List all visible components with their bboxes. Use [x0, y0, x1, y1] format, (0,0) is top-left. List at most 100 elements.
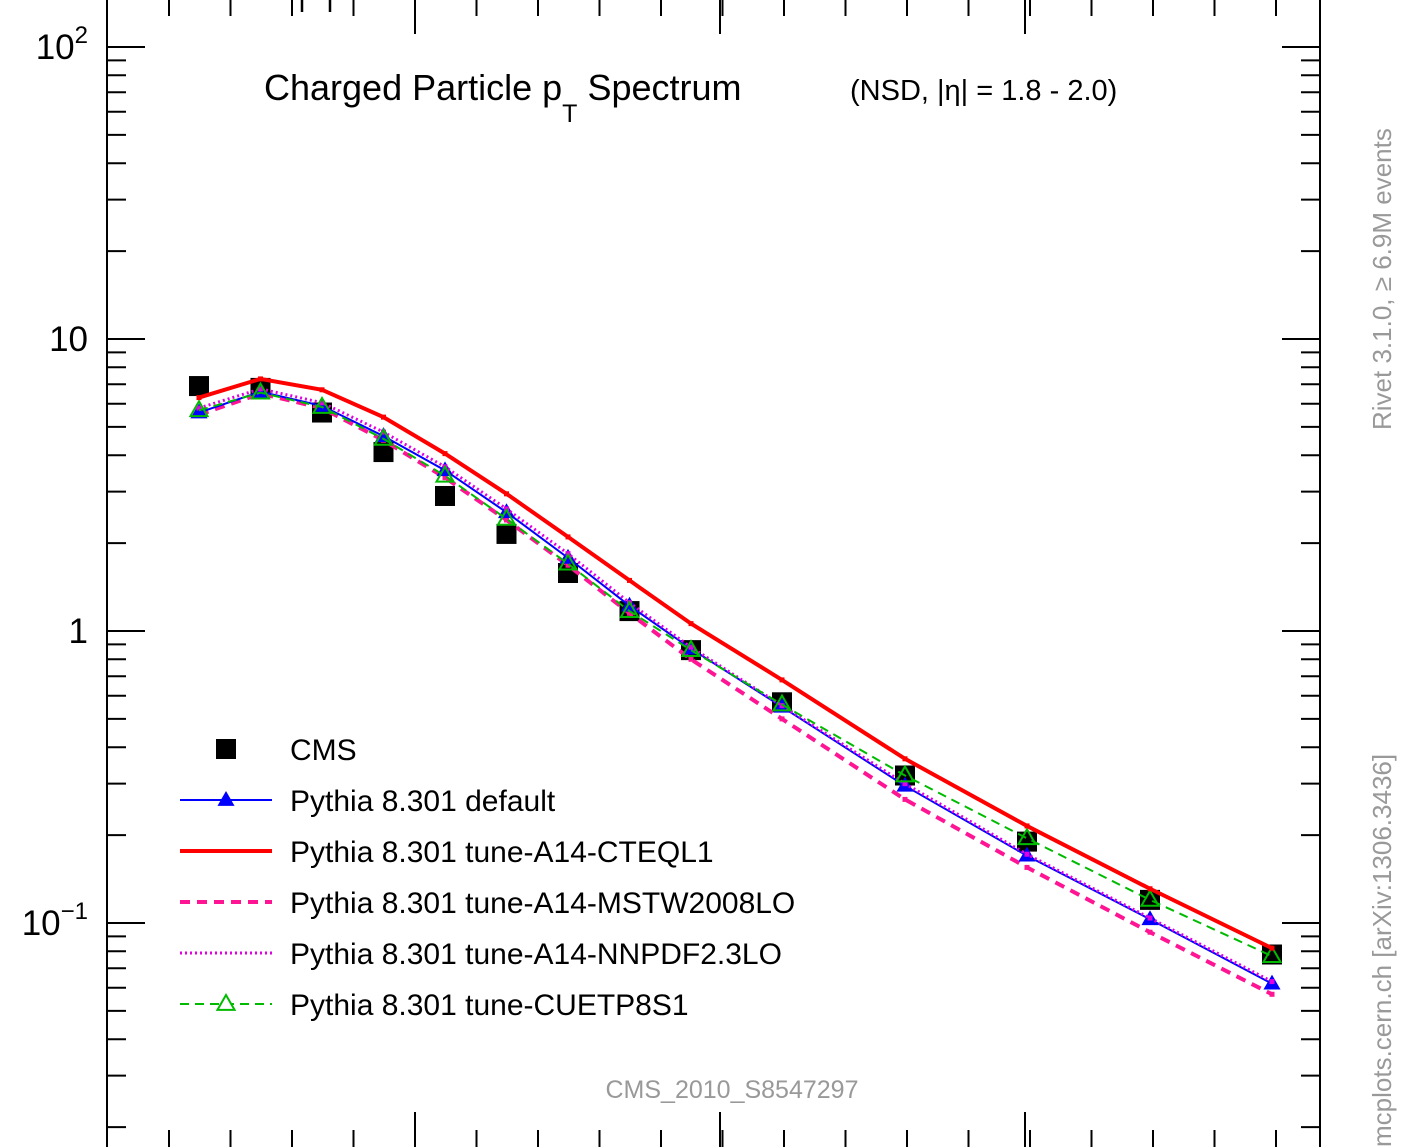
y-tick-label: 1 — [69, 612, 88, 651]
top-clipped-label-fragment — [300, 0, 332, 12]
side-label-top: Rivet 3.1.0, ≥ 6.9M events — [1367, 128, 1397, 430]
series-line-cteq — [198, 376, 1273, 950]
y-tick-label-base: 10 — [36, 28, 75, 67]
series-point-cteq — [1269, 945, 1275, 951]
series-point-cuetp — [434, 464, 456, 483]
series-point-cuetp — [771, 693, 793, 712]
watermark-label: CMS_2010_S8547297 — [606, 1076, 859, 1104]
series-point-mstw — [902, 796, 908, 802]
series-layer — [188, 376, 1283, 997]
series-point-mstw — [1147, 929, 1153, 935]
legend: CMS Pythia 8.301 default Pythia 8.301 tune… — [180, 734, 795, 1022]
series-point-cteq — [319, 387, 325, 393]
y-tick-label-base: 10 — [22, 904, 61, 943]
legend-label: Pythia 8.301 default — [290, 785, 556, 818]
side-label-bottom: mcplots.cern.ch [arXiv:1306.3436] — [1367, 754, 1397, 1147]
series-point-default — [190, 403, 208, 419]
cms-data-point — [373, 442, 394, 463]
legend-item-mstw: Pythia 8.301 tune-A14-MSTW2008LO — [180, 887, 795, 920]
series-point-cteq — [258, 376, 263, 382]
legend-label: Pythia 8.301 tune-A14-NNPDF2.3LO — [290, 938, 782, 971]
series-cuetp — [188, 381, 1283, 963]
series-point-cuetp — [557, 552, 579, 571]
series-point-cuetp — [619, 600, 640, 618]
cms-data-point — [496, 523, 517, 544]
series-line-cuetp — [198, 391, 1273, 958]
series-point-nnpdf — [381, 429, 386, 435]
series-point-cuetp — [188, 399, 210, 418]
series-point-cuetp — [1261, 945, 1283, 963]
series-point-cteq — [779, 677, 785, 683]
series-point-mstw — [565, 562, 571, 568]
series-point-nnpdf — [319, 400, 325, 406]
series-point-cteq — [196, 395, 202, 401]
series-point-mstw — [688, 656, 694, 662]
y-tick-label: 10 — [49, 320, 88, 359]
cms-data-point — [1262, 944, 1282, 965]
chart-title-note: (NSD, |η| = 1.8 - 2.0) — [850, 75, 1117, 107]
series-point-cuetp — [250, 381, 271, 400]
cms-data-point — [435, 485, 455, 506]
series-point-cuetp — [496, 507, 517, 526]
cms-data-point — [189, 376, 209, 397]
series-point-cteq — [627, 577, 632, 583]
y-tick-label: 102 — [36, 22, 88, 67]
legend-item-nnpdf: Pythia 8.301 tune-A14-NNPDF2.3LO — [180, 938, 782, 971]
series-point-nnpdf — [258, 386, 263, 392]
series-line-nnpdf — [198, 387, 1273, 983]
y-tick-label-base: 10 — [49, 320, 88, 359]
legend-label: Pythia 8.301 tune-CUETP8S1 — [290, 989, 689, 1022]
series-point-cuetp — [1016, 827, 1038, 846]
legend-label: CMS — [290, 734, 357, 767]
series-point-cteq — [688, 621, 694, 627]
chart-title-tail: Spectrum — [577, 67, 741, 108]
plot-frame — [106, 0, 1321, 1147]
legend-item-cms: CMS — [216, 734, 357, 767]
series-cteq — [196, 376, 1275, 951]
y-tick-label-base: 1 — [69, 612, 88, 651]
series-point-cteq — [565, 534, 571, 540]
series-point-cteq — [442, 451, 448, 457]
series-point-cuetp — [311, 395, 333, 414]
series-point-cteq — [902, 756, 908, 762]
series-point-mstw — [1269, 991, 1275, 997]
series-line-default — [198, 390, 1273, 985]
series-point-cteq — [381, 414, 386, 420]
series-point-cteq — [1024, 823, 1030, 829]
series-point-nnpdf — [196, 405, 202, 411]
series-line-mstw — [198, 391, 1273, 997]
legend-swatch — [216, 739, 236, 759]
legend-label: Pythia 8.301 tune-A14-CTEQL1 — [290, 836, 714, 869]
series-point-cuetp — [1139, 888, 1161, 907]
series-point-nnpdf — [902, 781, 908, 787]
series-point-cuetp — [680, 639, 702, 657]
series-point-nnpdf — [1147, 915, 1153, 921]
legend-item-cteq: Pythia 8.301 tune-A14-CTEQL1 — [180, 836, 714, 869]
series-point-mstw — [1024, 864, 1030, 870]
series-point-mstw — [504, 517, 509, 523]
chart-title: Charged Particle pT Spectrum — [264, 67, 742, 128]
y-tick-label-exponent: 2 — [75, 22, 88, 49]
legend-item-default: Pythia 8.301 default — [180, 785, 556, 818]
y-tick-label: 10−1 — [22, 898, 88, 943]
series-point-mstw — [442, 475, 448, 481]
series-point-mstw — [627, 610, 632, 616]
chart-title-subscript: T — [562, 100, 577, 128]
series-point-mstw — [779, 716, 785, 722]
series-point-cuetp — [894, 764, 916, 783]
series-point-nnpdf — [688, 644, 694, 650]
legend-marker — [217, 791, 235, 806]
legend-item-cuetp: Pythia 8.301 tune-CUETP8S1 — [180, 989, 689, 1022]
series-point-cteq — [504, 491, 509, 497]
axis-ticks — [107, 0, 1320, 1147]
series-point-nnpdf — [1269, 979, 1275, 985]
series-point-cuetp — [373, 427, 394, 446]
series-point-nnpdf — [1024, 851, 1030, 857]
series-point-cteq — [1147, 886, 1153, 892]
legend-label: Pythia 8.301 tune-A14-MSTW2008LO — [290, 887, 795, 920]
y-tick-label-exponent: −1 — [61, 898, 88, 925]
legend-marker — [215, 992, 237, 1011]
